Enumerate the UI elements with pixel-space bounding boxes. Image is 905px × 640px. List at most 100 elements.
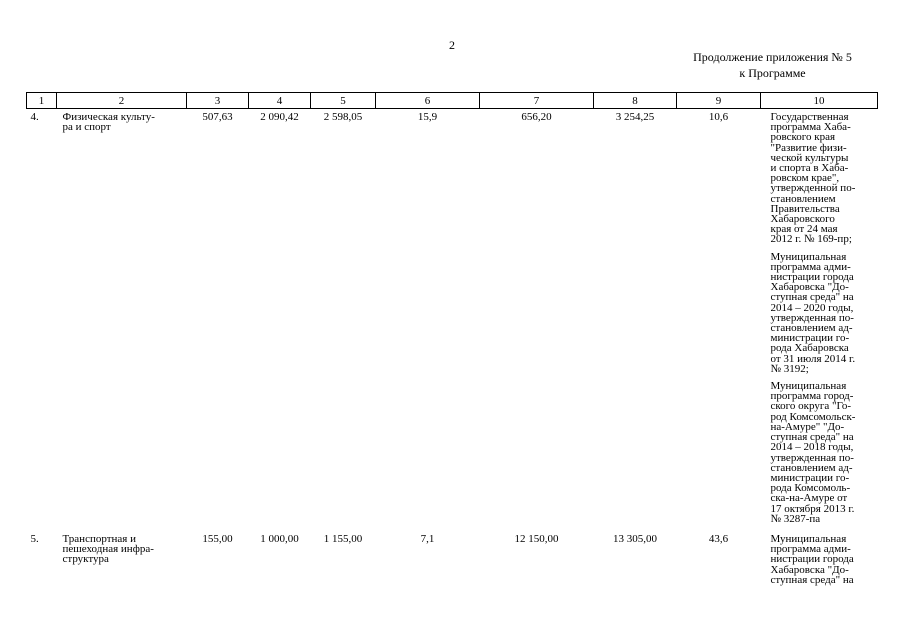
program-reference-line: Муниципальная [770,532,847,545]
column-header: 4 [248,92,311,109]
program-reference-line: ческой культуры [770,151,849,164]
program-reference-line: ровского края [770,131,836,144]
row-name-line: Физическая культу- [62,111,155,123]
program-reference-line: ступная среда" на [770,291,854,304]
value-cell: 507,63 [187,109,249,531]
value-cell-line: 3 254,25 [615,111,655,123]
program-reference-line: программа адми- [770,260,851,273]
value-cell-line: 15,9 [417,111,438,123]
column-header: 9 [676,92,761,109]
value-cell-line: 1 155,00 [323,532,363,545]
row-name-line: Транспортная и [62,532,136,545]
program-reference-line: утвержденной по- [770,182,856,195]
program-reference-line: программа адми- [770,543,851,556]
program-reference-line: Государственная [770,111,849,123]
table-row: 4. Физическая культу-ра и спорт 507,63 2 09… [27,109,878,531]
value-cell-line: 43,6 [708,532,729,545]
column-header: 8 [593,92,677,109]
program-reference-line: 2012 г. № 169-пр; [770,233,852,246]
program-reference-line: 2014 – 2018 годы, [770,441,854,454]
program-reference-line: Правительства [770,202,840,215]
program-reference-line: Муниципальная [770,380,847,393]
appendix-line-1: Продолжение приложения № 5 [693,50,852,64]
value-cell: 3 254,25 [594,109,677,531]
column-header: 7 [479,92,594,109]
program-reference-line: ска-на-Амуре от [770,492,848,505]
column-header: 5 [310,92,376,109]
value-cell-line: 1 000,00 [260,532,299,545]
column-header: 3 [186,92,249,109]
program-reference-line: нистрации города [770,553,854,566]
row-name-line: ра и спорт [62,121,111,133]
programs-cell: Государственная программа Хаба-ровского к… [761,109,878,531]
column-header: 6 [375,92,480,109]
program-reference-line: и спорта в Хаба- [770,162,849,175]
value-cell-line: 12 150,00 [514,532,559,545]
program-reference: Муниципальная программа адми-нистрации го… [765,532,874,592]
row-name-line: структура [62,552,109,565]
program-reference-line: № 3287-па [770,512,821,525]
value-cell-line: 656,20 [521,111,552,123]
program-reference-line: программа Хаба- [770,121,851,134]
program-reference-line: ступная среда" на [770,573,854,586]
table-row: 5. Транспортная и пешеходная инфра-структу… [27,531,878,592]
value-cell: 13 305,00 [594,531,677,592]
column-number-row: 1 2 3 4 5 6 7 8 9 10 [26,92,878,109]
program-reference: Муниципальная программа город-ского округ… [765,380,874,531]
page-number: 2 [449,38,455,52]
program-reference-line: ступная среда" на [770,431,854,444]
program-reference-line: ского округа "Го- [770,400,852,413]
program-reference: Государственная программа Хаба-ровского к… [765,111,874,252]
value-cell-line: 2 598,05 [323,111,363,123]
value-cell-line: 507,63 [202,111,233,123]
column-header: 2 [56,92,187,109]
program-reference-line: 2014 – 2020 годы, [770,301,854,314]
column-header: 1 [26,92,57,109]
program-reference-line: нистрации города [770,271,854,284]
row-number: 5. [27,531,57,592]
value-cell: 7,1 [376,531,480,592]
row-name: Транспортная и пешеходная инфра-структура [57,531,187,592]
program-reference-line: министрации го- [770,332,850,345]
value-cell-line: 2 090,42 [260,111,299,123]
program-reference-line: от 31 июля 2014 г. [770,352,856,365]
program-reference-line: становлением [770,192,836,205]
value-cell-line: 10,6 [708,111,729,123]
value-cell: 15,9 [376,109,480,531]
row-name: Физическая культу-ра и спорт [57,109,187,531]
program-reference-line: рода Хабаровска [770,342,849,355]
value-cell-line: 155,00 [202,532,233,545]
program-reference-line: Хабаровска "До- [770,563,849,576]
appendix-heading: Продолжение приложения № 5 к Программе [660,49,885,81]
value-cell: 10,6 [677,109,761,531]
programs-table: 1 2 3 4 5 6 7 8 9 10 4. Физическая культу… [26,92,878,592]
program-reference-line: № 3192; [770,362,809,375]
row-number-line: 5. [30,532,39,545]
value-cell: 656,20 [480,109,594,531]
value-cell: 155,00 [187,531,249,592]
program-reference-line: министрации го- [770,471,850,484]
program-reference-line: "Развитие физи- [770,141,847,154]
program-reference-line: становлением ад- [770,322,853,335]
value-cell: 1 155,00 [311,531,376,592]
value-cell-line: 7,1 [420,532,435,545]
program-reference-line: утвержденная по- [770,311,854,324]
program-reference-line: на-Амуре" "До- [770,420,845,433]
program-reference-line: программа город- [770,390,854,403]
value-cell: 2 598,05 [311,109,376,531]
program-reference-line: утвержденная по- [770,451,854,464]
program-reference-line: род Комсомольск- [770,410,856,423]
program-reference-line: Хабаровска "До- [770,281,849,294]
programs-cell: Муниципальная программа адми-нистрации го… [761,531,878,592]
value-cell: 43,6 [677,531,761,592]
program-reference-line: становлением ад- [770,461,853,474]
row-name-line: пешеходная инфра- [62,542,154,555]
appendix-line-2: к Программе [739,66,806,80]
value-cell: 2 090,42 [249,109,311,531]
value-cell-line: 13 305,00 [613,532,657,545]
program-reference-line: Муниципальная [770,250,847,263]
program-reference-line: ровском крае", [770,172,840,185]
table-body: 4. Физическая культу-ра и спорт 507,63 2 09… [27,109,878,592]
program-reference-line: 17 октября 2013 г. [770,502,855,515]
value-cell: 1 000,00 [249,531,311,592]
